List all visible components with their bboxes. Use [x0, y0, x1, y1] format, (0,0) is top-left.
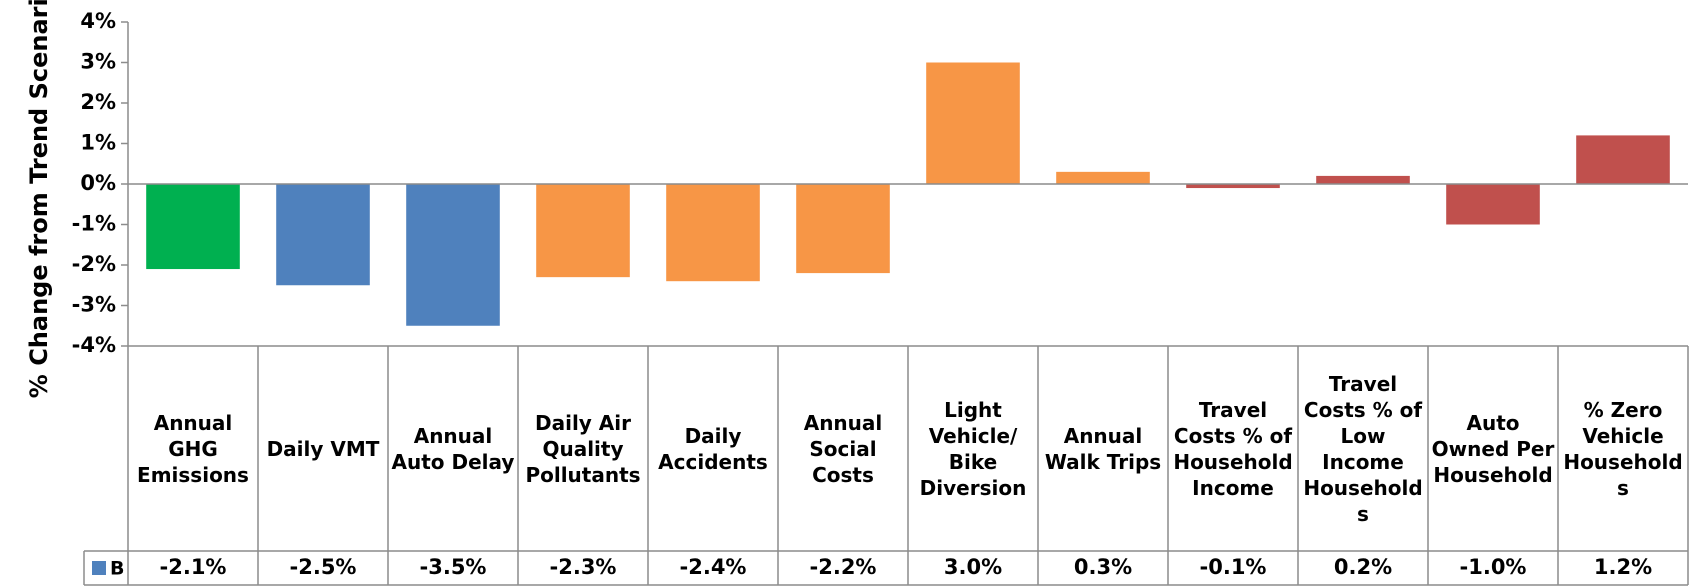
value-label: -1.0% [1459, 555, 1527, 580]
bar [796, 184, 890, 274]
category-label: Annual Walk Trips [1044, 423, 1162, 474]
value-label: -2.2% [809, 555, 877, 580]
legend-swatch [92, 561, 106, 575]
value-label: 1.2% [1593, 555, 1653, 580]
category-label: Light Vehicle/ Bike Diversion [919, 397, 1027, 500]
value-label: -3.5% [419, 555, 487, 580]
bar [1186, 184, 1280, 189]
bar [536, 184, 630, 278]
category-label: Travel Costs % of Household Income [1173, 397, 1293, 500]
value-label: -2.1% [159, 555, 227, 580]
bar [1316, 175, 1410, 184]
bar [276, 184, 370, 286]
category-label: Annual Auto Delay [391, 423, 515, 474]
y-tick-label: -1% [72, 212, 116, 236]
value-label: -2.4% [679, 555, 747, 580]
value-label: -2.5% [289, 555, 357, 580]
y-tick-label: -2% [72, 252, 116, 276]
category-label: % Zero Vehicle Households [1563, 397, 1683, 500]
category-label: Daily Accidents [658, 423, 768, 474]
category-label: Daily VMT [266, 436, 380, 461]
bar [406, 184, 500, 326]
y-axis-label: % Change from Trend Scenario [25, 0, 53, 398]
category-label: Auto Owned Per Household [1431, 410, 1555, 487]
bar [666, 184, 760, 282]
value-label: 0.2% [1333, 555, 1393, 580]
y-tick-label: 1% [80, 131, 116, 155]
y-tick-label: -3% [72, 293, 116, 317]
value-label: -2.3% [549, 555, 617, 580]
value-label: -0.1% [1199, 555, 1267, 580]
category-label: Annual GHG Emissions [137, 410, 249, 487]
bar [1576, 135, 1670, 184]
y-tick-label: 3% [80, 50, 116, 74]
bar [1056, 171, 1150, 184]
category-label: Annual Social Costs [803, 410, 883, 487]
bar [1446, 184, 1540, 225]
category-label: Daily Air Quality Pollutants [525, 410, 641, 487]
bar [146, 184, 240, 270]
y-tick-label: 2% [80, 90, 116, 114]
y-tick-label: 0% [80, 171, 116, 195]
category-label: Travel Costs % of Low Income Households [1303, 371, 1423, 526]
y-tick-label: -4% [72, 333, 116, 357]
legend-label: B [110, 558, 124, 580]
bar [926, 62, 1020, 184]
y-tick-label: 4% [80, 9, 116, 33]
value-label: 0.3% [1073, 555, 1133, 580]
value-label: 3.0% [943, 555, 1003, 580]
